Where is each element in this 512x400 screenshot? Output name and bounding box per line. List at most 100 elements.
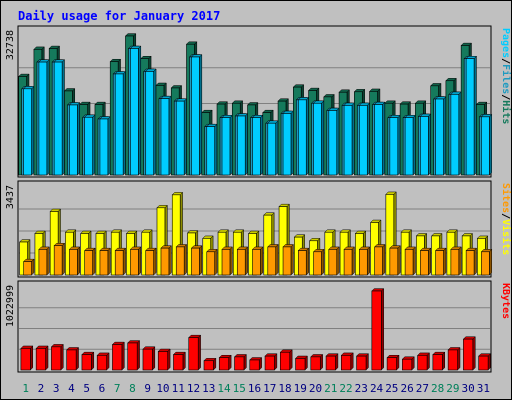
bar-side xyxy=(458,246,462,276)
bar-front xyxy=(267,122,277,176)
bar-front xyxy=(191,247,200,276)
legend-entry: / xyxy=(500,58,511,64)
bar-pages-day-15 xyxy=(236,112,249,176)
bar-sites-day-3 xyxy=(53,242,66,276)
bar-top xyxy=(142,346,156,350)
bar-kbytes-day-22 xyxy=(340,352,354,371)
bar-side xyxy=(107,247,111,276)
bar-front xyxy=(435,250,444,276)
bar-front xyxy=(38,61,48,176)
bar-sites-day-5 xyxy=(84,247,96,276)
bar-front xyxy=(188,337,199,371)
bar-front xyxy=(203,360,214,371)
bar-side xyxy=(397,245,401,276)
y-max-label: 32738 xyxy=(5,30,16,60)
x-tick-label-day-26: 26 xyxy=(400,382,413,395)
bar-top xyxy=(371,288,385,292)
bar-front xyxy=(221,117,231,176)
bar-side xyxy=(122,247,126,276)
bar-front xyxy=(236,249,246,276)
bar-front xyxy=(51,346,62,371)
bar-front xyxy=(35,348,46,371)
bar-kbytes-day-6 xyxy=(96,352,110,371)
bar-pages-day-23 xyxy=(358,102,371,176)
bar-front xyxy=(282,113,292,176)
bar-front xyxy=(463,338,474,371)
bar-front xyxy=(435,98,444,176)
bar-front xyxy=(420,250,429,276)
bar-kbytes-day-19 xyxy=(294,355,309,371)
bar-pages-day-31 xyxy=(480,113,493,176)
legend-entry: Hits xyxy=(500,100,512,124)
bar-sites-day-2 xyxy=(38,246,50,276)
bar-front xyxy=(325,355,336,371)
chart-title: Daily usage for January 2017 xyxy=(18,9,220,23)
x-tick-label-day-8: 8 xyxy=(129,382,136,395)
bar-front xyxy=(173,354,184,371)
x-tick-label-day-20: 20 xyxy=(309,382,322,395)
bar-kbytes-day-18 xyxy=(279,349,293,371)
bar-sites-day-16 xyxy=(251,246,264,276)
bar-front xyxy=(343,249,353,276)
bar-side xyxy=(77,246,81,276)
legend-entry: Pages xyxy=(500,28,511,58)
bar-sites-day-28 xyxy=(435,247,447,276)
bar-side xyxy=(46,246,50,276)
bar-front xyxy=(175,100,185,176)
bar-side xyxy=(290,243,294,276)
bar-kbytes-day-23 xyxy=(355,353,370,371)
bar-top xyxy=(249,357,263,361)
bar-top xyxy=(447,347,461,351)
x-tick-label-day-3: 3 xyxy=(53,382,60,395)
bar-side xyxy=(168,245,172,276)
bar-front xyxy=(218,357,230,371)
legend-entry: Sites xyxy=(500,183,512,213)
x-tick-label-day-13: 13 xyxy=(202,382,215,395)
bar-side xyxy=(443,247,447,276)
bar-front xyxy=(389,247,399,276)
bar-front xyxy=(53,61,63,176)
bar-front xyxy=(99,118,109,176)
x-tick-label-day-5: 5 xyxy=(83,382,90,395)
x-tick-label-day-1: 1 xyxy=(22,382,29,395)
bar-pages-day-29 xyxy=(450,91,462,176)
bar-pages-day-11 xyxy=(175,98,188,176)
bar-front xyxy=(310,356,321,371)
bar-side xyxy=(214,248,218,276)
bar-sites-day-11 xyxy=(175,243,188,276)
bar-front xyxy=(298,99,307,176)
x-tick-label-day-30: 30 xyxy=(461,382,474,395)
bar-pages-day-5 xyxy=(84,114,96,176)
bar-front xyxy=(481,251,490,276)
bar-sites-day-9 xyxy=(145,247,157,276)
bar-kbytes-day-10 xyxy=(157,348,171,371)
bar-pages-day-8 xyxy=(129,45,142,176)
bar-side xyxy=(92,247,96,276)
bar-pages-day-28 xyxy=(435,95,447,176)
bar-kbytes-day-5 xyxy=(81,351,95,371)
bar-front xyxy=(160,98,170,176)
bar-top xyxy=(66,347,80,351)
bar-sites-day-19 xyxy=(297,247,310,276)
bar-side xyxy=(138,246,142,276)
bar-kbytes-day-9 xyxy=(142,346,156,371)
x-tick-label-day-15: 15 xyxy=(233,382,246,395)
bar-side xyxy=(61,242,65,276)
bar-sites-day-6 xyxy=(99,247,111,276)
bar-side xyxy=(367,246,370,276)
bar-top xyxy=(172,351,186,355)
bar-top xyxy=(218,354,232,358)
bar-front xyxy=(160,247,170,276)
x-tick-label-day-4: 4 xyxy=(68,382,75,395)
bar-pages-day-17 xyxy=(267,120,279,176)
bar-front xyxy=(356,355,367,371)
x-tick-label-day-7: 7 xyxy=(114,382,121,395)
bar-side xyxy=(365,353,369,371)
bar-side xyxy=(457,346,461,371)
bar-pages-day-18 xyxy=(282,110,294,176)
bar-sites-day-7 xyxy=(114,247,127,276)
bar-kbytes-day-7 xyxy=(111,341,125,371)
bar-kbytes-day-13 xyxy=(203,357,217,371)
x-tick-label-day-24: 24 xyxy=(370,382,384,395)
bar-sites-day-15 xyxy=(236,246,249,276)
